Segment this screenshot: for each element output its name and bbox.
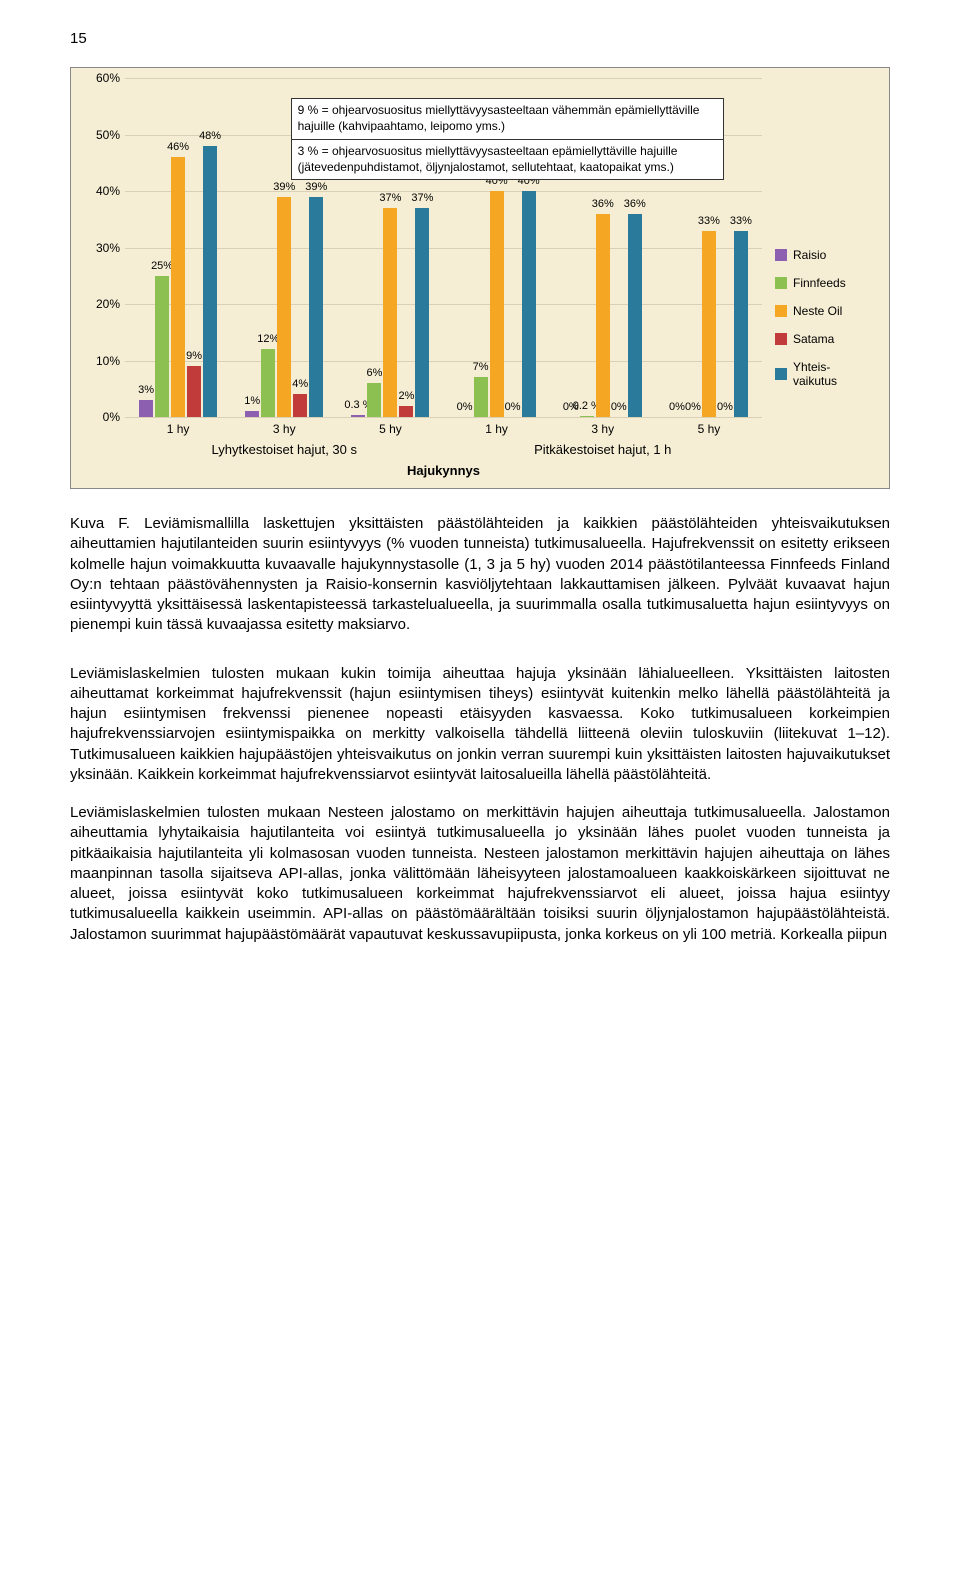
y-tick-label: 60% bbox=[80, 71, 120, 85]
legend-item: Finnfeeds bbox=[775, 276, 875, 290]
bar: 2% bbox=[399, 406, 413, 417]
bar-value-label: 0% bbox=[717, 401, 733, 413]
x-axis-title: Hajukynnys bbox=[125, 463, 762, 478]
bar-value-label: 0% bbox=[611, 401, 627, 413]
bar: 39% bbox=[277, 197, 291, 417]
bar: 39% bbox=[309, 197, 323, 417]
bar: 36% bbox=[628, 214, 642, 417]
legend-item: Neste Oil bbox=[775, 304, 875, 318]
bar: 6% bbox=[367, 383, 381, 417]
legend-swatch bbox=[775, 277, 787, 289]
legend: Raisio Finnfeeds Neste Oil Satama Yhteis- va… bbox=[775, 248, 875, 402]
bar: 4% bbox=[293, 394, 307, 417]
legend-label: Raisio bbox=[793, 248, 826, 262]
bar-value-label: 39% bbox=[273, 181, 295, 193]
y-tick-label: 30% bbox=[80, 241, 120, 255]
bar: 40% bbox=[490, 191, 504, 417]
legend-label: Yhteis- vaikutus bbox=[793, 360, 837, 388]
y-tick-label: 50% bbox=[80, 128, 120, 142]
bar: 36% bbox=[596, 214, 610, 417]
bar-value-label: 33% bbox=[730, 215, 752, 227]
bar-value-label: 33% bbox=[698, 215, 720, 227]
bar: 9% bbox=[187, 366, 201, 417]
gridline bbox=[125, 417, 762, 418]
legend-swatch bbox=[775, 333, 787, 345]
bar-value-label: 46% bbox=[167, 141, 189, 153]
bar-value-label: 0% bbox=[669, 401, 685, 413]
page-number: 15 bbox=[70, 30, 890, 47]
legend-item: Yhteis- vaikutus bbox=[775, 360, 875, 388]
bar: 33% bbox=[702, 231, 716, 417]
body-paragraph: Leviämislaskelmien tulosten mukaan Neste… bbox=[70, 803, 890, 945]
bar-value-label: 0% bbox=[685, 401, 701, 413]
legend-label: Neste Oil bbox=[793, 304, 842, 318]
chart-container: Hajun esiintyminen vuoden tunneista0%10%… bbox=[70, 67, 890, 489]
bar-value-label: 9% bbox=[186, 350, 202, 362]
bar: 25% bbox=[155, 276, 169, 417]
bar-value-label: 39% bbox=[305, 181, 327, 193]
x-tick-label: 3 hy bbox=[231, 422, 337, 436]
bar-value-label: 48% bbox=[199, 130, 221, 142]
bar: 0.3 % bbox=[351, 415, 365, 417]
bar: 7% bbox=[474, 377, 488, 417]
bar-value-label: 6% bbox=[366, 367, 382, 379]
bar-value-label: 36% bbox=[592, 198, 614, 210]
bar-value-label: 37% bbox=[379, 192, 401, 204]
legend-swatch bbox=[775, 249, 787, 261]
y-tick-label: 20% bbox=[80, 297, 120, 311]
bar: 0.2 % bbox=[580, 416, 594, 417]
bar: 12% bbox=[261, 349, 275, 417]
y-tick-label: 10% bbox=[80, 354, 120, 368]
legend-item: Satama bbox=[775, 332, 875, 346]
bar-value-label: 12% bbox=[257, 333, 279, 345]
chart-annotation: 9 % = ohjearvosuositus miellyttävyysaste… bbox=[291, 98, 724, 139]
bar: 33% bbox=[734, 231, 748, 417]
bar-value-label: 2% bbox=[398, 390, 414, 402]
bar: 37% bbox=[415, 208, 429, 417]
bar: 37% bbox=[383, 208, 397, 417]
legend-label: Finnfeeds bbox=[793, 276, 846, 290]
x-tick-label: 5 hy bbox=[337, 422, 443, 436]
bar: 3% bbox=[139, 400, 153, 417]
chart-annotation: 3 % = ohjearvosuositus miellyttävyysaste… bbox=[291, 139, 724, 180]
y-tick-label: 0% bbox=[80, 410, 120, 424]
legend-label: Satama bbox=[793, 332, 834, 346]
x-subgroup-label: Lyhytkestoiset hajut, 30 s bbox=[125, 442, 444, 457]
bar-group: 3%25%46%9%48% bbox=[125, 78, 231, 417]
caption-label: Kuva F. bbox=[70, 515, 130, 532]
bar: 1% bbox=[245, 411, 259, 417]
legend-item: Raisio bbox=[775, 248, 875, 262]
legend-swatch bbox=[775, 305, 787, 317]
bar-value-label: 36% bbox=[624, 198, 646, 210]
bar-value-label: 1% bbox=[244, 395, 260, 407]
bar: 46% bbox=[171, 157, 185, 417]
x-subgroup-label: Pitkäkestoiset hajut, 1 h bbox=[444, 442, 763, 457]
bar: 40% bbox=[522, 191, 536, 417]
bar-value-label: 3% bbox=[138, 384, 154, 396]
figure-caption: Kuva F. Leviämismallilla laskettujen yks… bbox=[70, 514, 890, 636]
body-paragraph: Leviämislaskelmien tulosten mukaan kukin… bbox=[70, 664, 890, 786]
x-tick-label: 1 hy bbox=[444, 422, 550, 436]
bar-value-label: 0% bbox=[457, 401, 473, 413]
bar-value-label: 7% bbox=[473, 361, 489, 373]
x-tick-label: 5 hy bbox=[656, 422, 762, 436]
bar-value-label: 0% bbox=[505, 401, 521, 413]
x-tick-label: 1 hy bbox=[125, 422, 231, 436]
bar: 48% bbox=[203, 146, 217, 417]
bar-chart: Hajun esiintyminen vuoden tunneista0%10%… bbox=[71, 68, 889, 488]
bar-value-label: 25% bbox=[151, 260, 173, 272]
bar-value-label: 4% bbox=[292, 378, 308, 390]
y-tick-label: 40% bbox=[80, 184, 120, 198]
caption-text: Leviämismallilla laskettujen yksittäiste… bbox=[70, 515, 890, 633]
bar-value-label: 37% bbox=[411, 192, 433, 204]
legend-swatch bbox=[775, 368, 787, 380]
x-tick-label: 3 hy bbox=[550, 422, 656, 436]
